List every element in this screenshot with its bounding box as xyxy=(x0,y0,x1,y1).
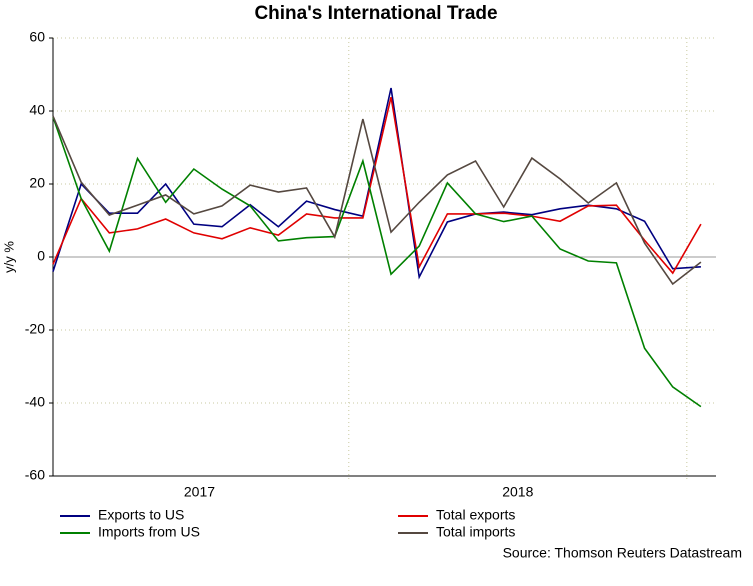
source-note: Source: Thomson Reuters Datastream xyxy=(503,545,742,561)
series-line xyxy=(52,116,702,408)
legend-label: Exports to US xyxy=(98,507,184,523)
y-tick-label: -60 xyxy=(25,467,45,483)
y-axis-label: y/y % xyxy=(1,241,16,273)
legend-label: Total imports xyxy=(436,524,515,540)
legend-label: Total exports xyxy=(436,507,515,523)
y-tick-label: 60 xyxy=(29,29,45,45)
series-line xyxy=(52,96,702,275)
legend-label: Imports from US xyxy=(98,524,200,540)
x-tick-label: 2018 xyxy=(502,484,533,500)
x-tick-label: 2017 xyxy=(184,484,215,500)
y-tick-label: -40 xyxy=(25,394,45,410)
y-tick-label: 40 xyxy=(29,102,45,118)
y-tick-label: 20 xyxy=(29,175,45,191)
series-line xyxy=(52,115,702,286)
y-tick-label: -20 xyxy=(25,321,45,337)
series-line xyxy=(52,87,701,280)
y-tick-label: 0 xyxy=(37,248,45,264)
chart-title: China's International Trade xyxy=(254,3,497,24)
